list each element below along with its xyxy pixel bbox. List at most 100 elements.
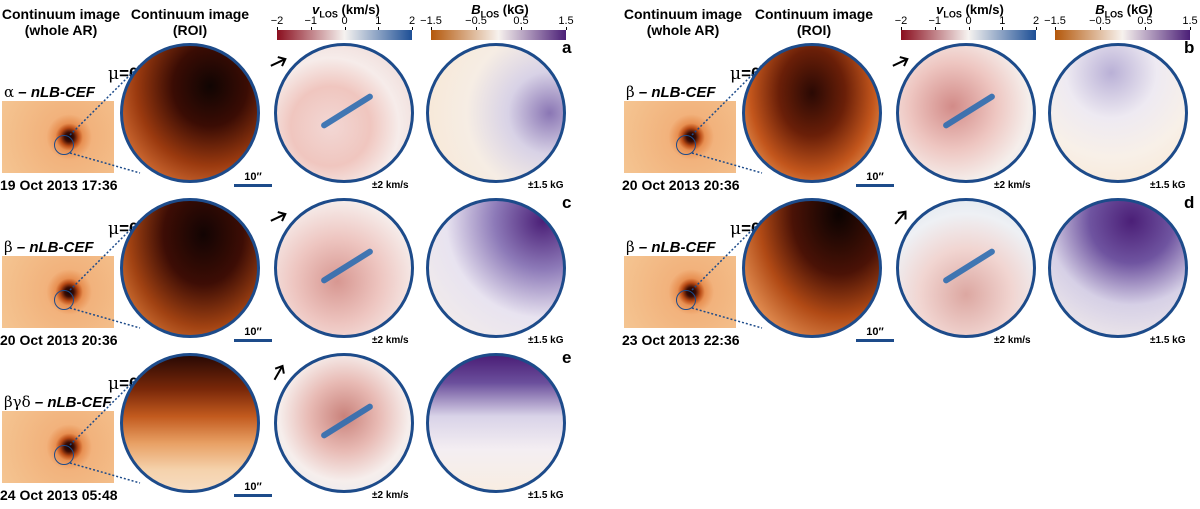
- roi-outline-circle: [54, 135, 74, 155]
- colorbar-tick-mark: [310, 27, 312, 30]
- colorbar-tick-mark: [1002, 27, 1004, 30]
- colorbar-tick-mark: [934, 27, 936, 30]
- connector-line: [691, 219, 763, 291]
- disk-center-arrow-icon: [894, 210, 907, 225]
- blos-map-circle: [1048, 198, 1188, 338]
- colorbar-tick-label: 0.5: [513, 15, 529, 27]
- colorbar-tick-mark: [412, 27, 413, 30]
- observation-date: 23 Oct 2013 22:36: [622, 332, 740, 348]
- context-image-whole-ar: [2, 101, 114, 173]
- mu-symbol: μ: [730, 219, 742, 239]
- vlos-range-label: ±2 km/s: [372, 490, 409, 501]
- roi-connector-lines: [691, 64, 763, 174]
- connector-line: [69, 219, 141, 291]
- connector-line: [691, 152, 763, 174]
- arrow-path: [273, 364, 285, 381]
- colorbar-tick-mark: [521, 27, 522, 30]
- blos-range-label: ±1.5 kG: [1150, 180, 1186, 191]
- vlos-range-label: ±2 km/s: [994, 180, 1031, 191]
- connector-line: [69, 462, 141, 484]
- colorbar-tick-label: −2: [894, 15, 908, 27]
- class-greek: β: [626, 83, 635, 101]
- class-greek: β: [626, 238, 635, 256]
- header-continuum-roi-right: Continuum image (ROI): [754, 6, 874, 38]
- colorbar-tick-label: 0: [341, 15, 348, 27]
- arrow-path: [270, 56, 287, 67]
- colorbar-tick-mark: [344, 27, 346, 30]
- colorbar-tick-label: −1: [304, 15, 318, 27]
- connector-line: [69, 152, 141, 174]
- arrow-path: [892, 56, 909, 67]
- blos-range-label: ±1.5 kG: [528, 180, 564, 191]
- header-continuum-roi-left: Continuum image (ROI): [130, 6, 250, 38]
- vlos-colorbar-label-left: vLOS (km/s): [312, 2, 380, 20]
- context-image-whole-ar: [624, 256, 736, 328]
- roi-connector-lines: [691, 219, 763, 329]
- scale-bar-label: 10′′: [866, 171, 884, 183]
- vlos-range-label: ±2 km/s: [372, 335, 409, 346]
- classification-label: β – nLB-CEF: [4, 238, 94, 256]
- scale-bar-line: [234, 494, 272, 497]
- classification-label: βγδ – nLB-CEF: [4, 393, 112, 411]
- colorbar-tick-label: −1.5: [420, 15, 442, 27]
- colorbar-tick-label: 2: [1032, 15, 1040, 27]
- vlos-map-circle: [896, 198, 1036, 338]
- scale-bar-label: 10′′: [244, 481, 262, 493]
- blos-colorbar-label-left: BLOS (kG): [471, 2, 529, 20]
- light-bridge-flow-feature: [319, 402, 375, 440]
- blos-range-label: ±1.5 kG: [1150, 335, 1186, 346]
- colorbar-tick-label: 2: [408, 15, 416, 27]
- roi-outline-circle: [54, 290, 74, 310]
- mu-symbol: μ: [108, 374, 120, 394]
- observation-date: 24 Oct 2013 05:48: [0, 487, 118, 503]
- connector-line: [69, 374, 141, 446]
- mu-symbol: μ: [108, 64, 120, 84]
- classification-label: α – nLB-CEF: [4, 83, 95, 101]
- context-image-whole-ar: [624, 101, 736, 173]
- classification-label: β – nLB-CEF: [626, 83, 716, 101]
- blos-map-circle: [426, 198, 566, 338]
- colorbar-tick-mark: [1190, 27, 1191, 30]
- panel-letter: b: [1184, 38, 1195, 57]
- scale-bar-line: [234, 184, 272, 187]
- roi-connector-lines: [69, 219, 141, 329]
- vlos-colorbar-left: [277, 30, 412, 40]
- scale-bar-line: [856, 184, 894, 187]
- colorbar-tick-mark: [277, 27, 278, 30]
- class-greek: β: [4, 238, 13, 256]
- colorbar-tick-mark: [968, 27, 970, 30]
- colorbar-tick-mark: [431, 27, 432, 30]
- roi-outline-circle: [676, 135, 696, 155]
- colorbar-tick-mark: [1036, 27, 1037, 30]
- light-bridge-flow-feature: [319, 92, 375, 130]
- arrow-path: [270, 211, 287, 222]
- observation-date: 20 Oct 2013 20:36: [622, 177, 740, 193]
- class-greek: α: [4, 83, 15, 101]
- scale-bar-line: [234, 339, 272, 342]
- colorbar-tick-label: 0.5: [1137, 15, 1153, 27]
- roi-outline-circle: [676, 290, 696, 310]
- scale-bar: 10′′: [234, 481, 272, 497]
- scale-bar-line: [856, 339, 894, 342]
- scale-bar: 10′′: [856, 326, 894, 342]
- colorbar-tick-mark: [566, 27, 567, 30]
- roi-connector-lines: [69, 64, 141, 174]
- vlos-range-label: ±2 km/s: [372, 180, 409, 191]
- context-image-whole-ar: [2, 411, 114, 483]
- class-text: – nLB-CEF: [30, 394, 112, 411]
- colorbar-tick-mark: [476, 27, 477, 30]
- class-text: – nLB-CEF: [634, 84, 716, 101]
- disk-center-arrow-icon: [270, 56, 287, 67]
- header-continuum-whole-left: Continuum image (whole AR): [1, 6, 121, 38]
- panel-letter: a: [562, 38, 572, 57]
- colorbar-tick-mark: [1055, 27, 1056, 30]
- roi-outline-circle: [54, 445, 74, 465]
- disk-center-arrow-icon: [273, 364, 285, 381]
- scale-bar-label: 10′′: [866, 326, 884, 338]
- mu-symbol: μ: [108, 219, 120, 239]
- vlos-map-circle: [274, 43, 414, 183]
- blos-range-label: ±1.5 kG: [528, 335, 564, 346]
